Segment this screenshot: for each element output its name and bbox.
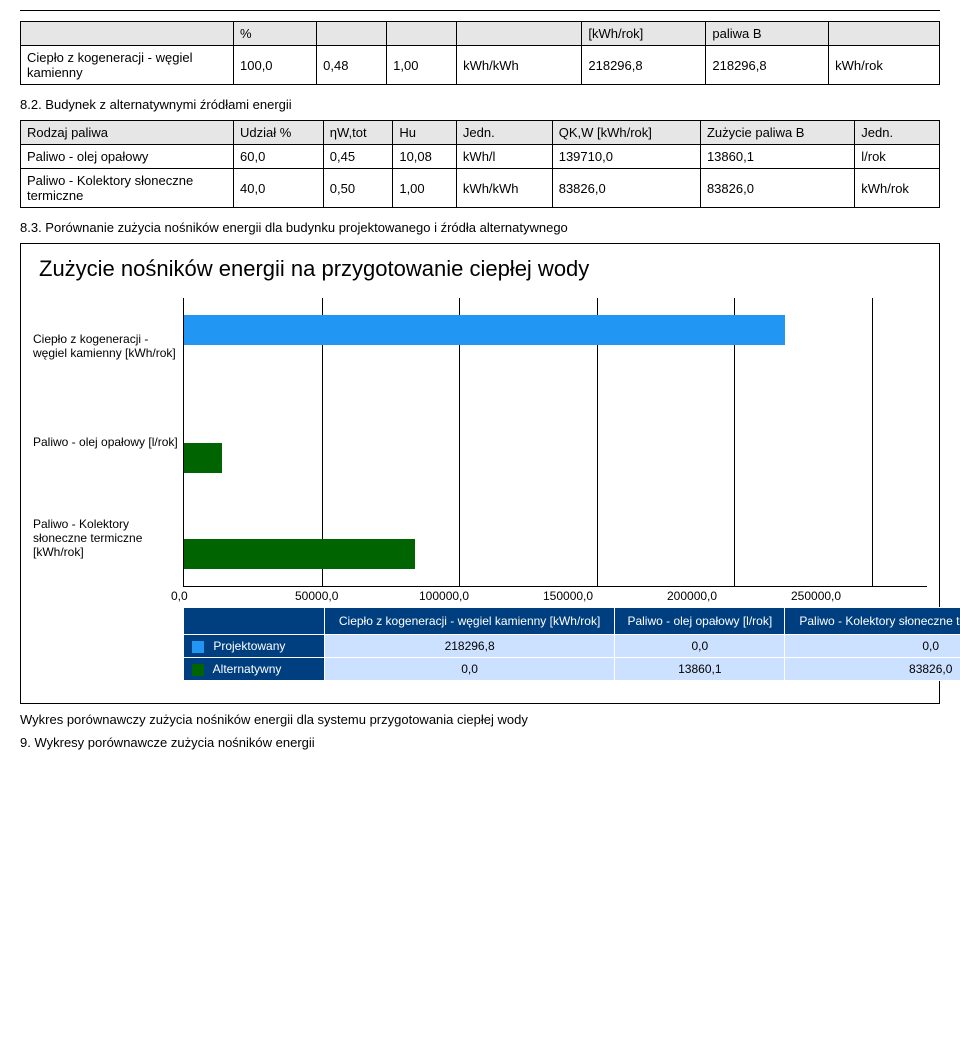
- t2r1c3: 1,00: [393, 169, 457, 208]
- t2-h3: Hu: [393, 121, 457, 145]
- t2-h4: Jedn.: [456, 121, 552, 145]
- swatch-alternatywny: [192, 664, 204, 676]
- t1-h1: %: [234, 22, 317, 46]
- t1-h2: [317, 22, 387, 46]
- t2-h6: Zużycie paliwa B: [700, 121, 854, 145]
- legend-row1: Alternatywny: [184, 658, 325, 681]
- t2r1c5: 83826,0: [552, 169, 700, 208]
- legend-col2: Paliwo - Kolektory słoneczne termiczne […: [785, 608, 960, 635]
- chart-caption: Wykres porównawczy zużycia nośników ener…: [20, 712, 940, 727]
- chart-plot: [183, 298, 927, 587]
- t1-c3: 1,00: [387, 46, 457, 85]
- t1-h5: [kWh/rok]: [582, 22, 706, 46]
- t2r0c6: 13860,1: [700, 145, 854, 169]
- t1-c7: kWh/rok: [829, 46, 940, 85]
- t2r0c2: 0,45: [323, 145, 393, 169]
- legend-r0v0: 218296,8: [325, 635, 615, 658]
- legend-r1v2: 83826,0: [785, 658, 960, 681]
- t1-h3: [387, 22, 457, 46]
- t2-h1: Udział %: [234, 121, 324, 145]
- table1: % [kWh/rok] paliwa B Ciepło z kogeneracj…: [20, 21, 940, 85]
- t2-h5: QK,W [kWh/rok]: [552, 121, 700, 145]
- t2r1c2: 0,50: [323, 169, 393, 208]
- t2r1c6: 83826,0: [700, 169, 854, 208]
- t2r1c7: kWh/rok: [855, 169, 940, 208]
- t1-c2: 0,48: [317, 46, 387, 85]
- legend-row1-name: Alternatywny: [213, 662, 282, 676]
- legend-r0v2: 0,0: [785, 635, 960, 658]
- table-row: Paliwo - Kolektory słoneczne termiczne 4…: [21, 169, 940, 208]
- legend-r1v0: 0,0: [325, 658, 615, 681]
- t2r1c0: Paliwo - Kolektory słoneczne termiczne: [21, 169, 234, 208]
- t1-h6: paliwa B: [706, 22, 829, 46]
- t1-c1: 100,0: [234, 46, 317, 85]
- swatch-projektowany: [192, 641, 204, 653]
- table2: Rodzaj paliwa Udział % ηW,tot Hu Jedn. Q…: [20, 120, 940, 208]
- legend-row0: Projektowany: [184, 635, 325, 658]
- ylabel-1: Paliwo - olej opałowy [l/rok]: [33, 394, 183, 490]
- t2-h0: Rodzaj paliwa: [21, 121, 234, 145]
- legend-corner: [184, 608, 325, 635]
- t2r0c4: kWh/l: [456, 145, 552, 169]
- section-8-2: 8.2. Budynek z alternatywnymi źródłami e…: [20, 97, 940, 112]
- chart-container: Zużycie nośników energii na przygotowani…: [20, 243, 940, 704]
- t1-h0: [21, 22, 234, 46]
- t2r1c1: 40,0: [234, 169, 324, 208]
- legend-col1: Paliwo - olej opałowy [l/rok]: [615, 608, 785, 635]
- top-rule: [20, 10, 940, 11]
- t2-h2: ηW,tot: [323, 121, 393, 145]
- t2r0c5: 139710,0: [552, 145, 700, 169]
- section-9: 9. Wykresy porównawcze zużycia nośników …: [20, 735, 940, 750]
- t2r0c1: 60,0: [234, 145, 324, 169]
- section-8-3: 8.3. Porównanie zużycia nośników energii…: [20, 220, 940, 235]
- t2r0c0: Paliwo - olej opałowy: [21, 145, 234, 169]
- t1-c5: 218296,8: [582, 46, 706, 85]
- t1-h7: [829, 22, 940, 46]
- legend-row0-name: Projektowany: [213, 639, 285, 653]
- t2r0c7: l/rok: [855, 145, 940, 169]
- t1-h4: [457, 22, 582, 46]
- t2r0c3: 10,08: [393, 145, 457, 169]
- legend-r1v1: 13860,1: [615, 658, 785, 681]
- t1-c6: 218296,8: [706, 46, 829, 85]
- t1-label: Ciepło z kogeneracji - węgiel kamienny: [21, 46, 234, 85]
- ylabel-2: Paliwo - Kolektory słoneczne termiczne […: [33, 490, 183, 586]
- t2-h7: Jedn.: [855, 121, 940, 145]
- table-row: Paliwo - olej opałowy 60,0 0,45 10,08 kW…: [21, 145, 940, 169]
- chart-title: Zużycie nośników energii na przygotowani…: [39, 256, 927, 282]
- chart-ylabels: Ciepło z kogeneracji - węgiel kamienny […: [33, 298, 183, 587]
- ylabel-0: Ciepło z kogeneracji - węgiel kamienny […: [33, 298, 183, 394]
- t2r1c4: kWh/kWh: [456, 169, 552, 208]
- legend-r0v1: 0,0: [615, 635, 785, 658]
- chart-legend-table: Ciepło z kogeneracji - węgiel kamienny […: [183, 607, 960, 681]
- legend-col0: Ciepło z kogeneracji - węgiel kamienny […: [325, 608, 615, 635]
- t1-c4: kWh/kWh: [457, 46, 582, 85]
- chart-xticks: 0,050000,0100000,0150000,0200000,0250000…: [183, 587, 927, 603]
